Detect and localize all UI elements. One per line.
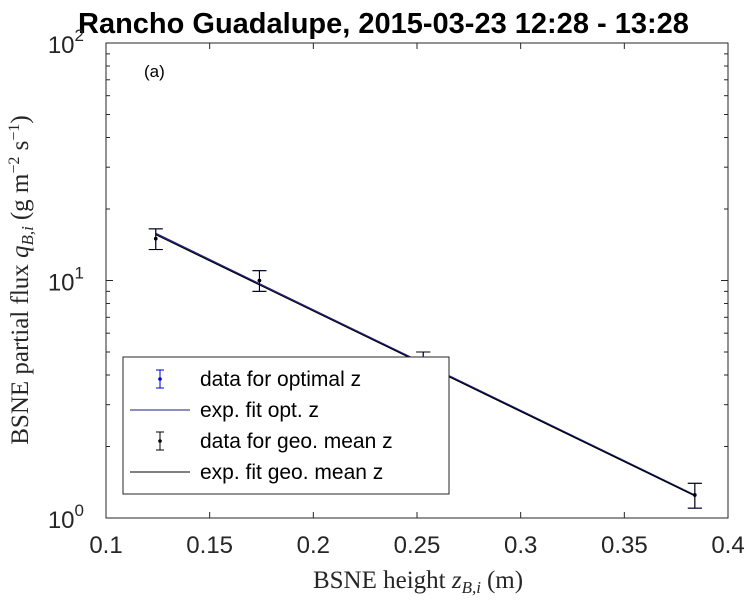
x-tick-label: 0.35 xyxy=(601,532,648,559)
legend-entry-label: exp. fit geo. mean z xyxy=(200,461,383,484)
x-axis-label-text: BSNE height xyxy=(313,567,446,594)
x-tick-label: 0.1 xyxy=(89,532,122,559)
y-tick-exp: 1 xyxy=(75,264,84,283)
y-axis-label: BSNE partial flux qB,i (g m−2 s−1) xyxy=(6,115,37,445)
legend-box xyxy=(122,356,450,495)
y-tick-exp: 0 xyxy=(75,501,84,520)
legend-entry-label: data for optimal z xyxy=(200,368,361,391)
data-point xyxy=(153,236,158,241)
y-tick-base: 10 xyxy=(48,32,75,59)
x-axis-label-var: z xyxy=(451,567,462,594)
y-axis-label-unit-post: ) xyxy=(7,115,34,123)
x-axis-label-sub: B,i xyxy=(462,578,482,597)
chart-title: Rancho Guadalupe, 2015-03-23 12:28 - 13:… xyxy=(78,8,689,40)
legend: data for optimal z exp. fit opt. z data fo… xyxy=(122,356,450,495)
y-axis-label-sub: B,i xyxy=(18,226,37,246)
x-tick-label: 0.25 xyxy=(394,532,441,559)
y-axis-label-exp2: −1 xyxy=(6,124,23,141)
y-tick-label: 100 xyxy=(48,501,84,534)
panel-label: (a) xyxy=(144,62,165,81)
x-tick-label: 0.15 xyxy=(186,532,233,559)
x-tick-label: 0.3 xyxy=(504,532,537,559)
legend-point-sample xyxy=(158,439,162,443)
y-tick-label: 102 xyxy=(48,26,84,59)
legend-point-sample xyxy=(158,377,162,381)
y-tick-base: 10 xyxy=(48,507,75,534)
y-axis-label-exp1: −2 xyxy=(6,157,23,174)
y-tick-base: 10 xyxy=(48,270,75,297)
y-axis-label-unit-pre: (g m xyxy=(7,173,34,220)
legend-entry-label: data for geo. mean z xyxy=(200,430,393,453)
x-axis-label-unit: (m) xyxy=(487,567,523,594)
legend-entry-label: exp. fit opt. z xyxy=(200,399,319,422)
x-axis-label: BSNE height zB,i (m) xyxy=(313,567,523,597)
x-tick-label: 0.4 xyxy=(711,532,744,559)
x-axis-ticks: 0.1 0.15 0.2 0.25 0.3 0.35 0.4 xyxy=(89,43,745,559)
data-point xyxy=(693,493,697,497)
x-tick-label: 0.2 xyxy=(297,532,330,559)
y-axis-label-var: q xyxy=(7,245,34,258)
y-tick-label: 101 xyxy=(48,264,84,297)
data-point xyxy=(257,278,262,283)
y-axis-label-unit-mid: s xyxy=(7,141,34,157)
y-tick-exp: 2 xyxy=(75,26,84,45)
y-axis-label-text: BSNE partial flux xyxy=(7,264,34,445)
